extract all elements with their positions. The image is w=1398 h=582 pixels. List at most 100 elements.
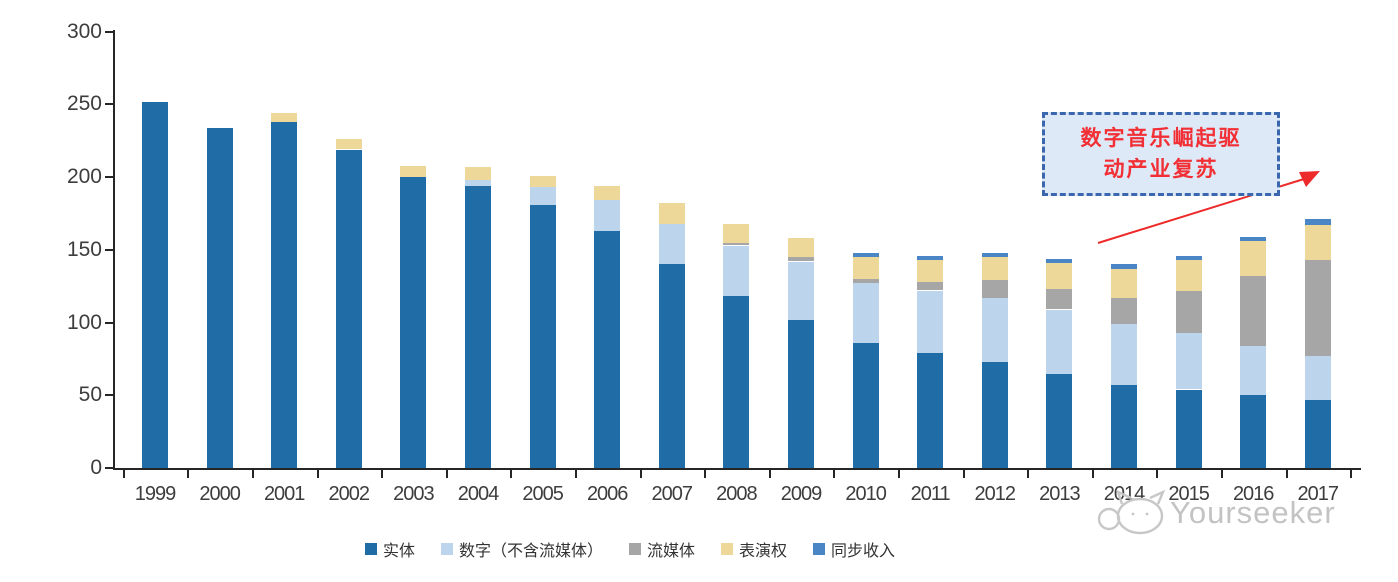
bar-segment — [335, 149, 362, 468]
x-axis-year-label: 2013 — [1039, 483, 1081, 505]
bar-segment — [1046, 309, 1073, 374]
bar-segment — [852, 252, 879, 258]
bar-segment — [658, 223, 685, 265]
y-axis-tick — [105, 103, 113, 106]
x-axis-year-label: 2009 — [780, 483, 823, 505]
bar-segment — [852, 283, 879, 343]
bar-segment — [1304, 260, 1331, 356]
annotation-box: 数字音乐崛起驱 动产业复苏 — [1042, 112, 1280, 196]
x-axis-tick — [445, 470, 448, 478]
legend-swatch-icon — [813, 543, 826, 555]
bar-segment — [594, 185, 621, 201]
bar-segment — [981, 252, 1008, 258]
annotation-text-line1: 数字音乐崛起驱 — [1080, 127, 1242, 150]
bar-segment — [723, 296, 750, 468]
legend-item: 同步收入 — [813, 537, 895, 561]
y-axis-tick — [105, 467, 113, 469]
legend-swatch-icon — [721, 543, 733, 555]
y-axis-tick-label: 300 — [66, 19, 102, 43]
x-axis-year-label: 2010 — [845, 483, 887, 505]
y-axis-tick-label: 200 — [66, 165, 102, 189]
x-axis-tick — [1285, 470, 1288, 478]
bar-segment — [723, 245, 750, 297]
bar-segment — [981, 280, 1008, 298]
bar-segment — [206, 127, 233, 468]
x-axis-year-label: 2016 — [1232, 483, 1275, 505]
x-axis-tick — [1027, 470, 1030, 478]
y-axis-line — [113, 30, 115, 470]
bar-segment — [529, 187, 556, 205]
bar-segment — [335, 139, 362, 150]
cat-logo-icon — [1097, 489, 1166, 535]
bar-segment — [1175, 255, 1202, 261]
x-axis-tick — [833, 470, 836, 478]
bar-segment — [1111, 324, 1137, 386]
bar-segment — [465, 180, 491, 186]
x-axis-year-label: 2006 — [586, 483, 629, 505]
x-axis-tick — [639, 470, 642, 478]
bar-segment — [917, 353, 944, 468]
legend-swatch-icon — [364, 543, 377, 555]
x-axis-year-label: 2001 — [263, 483, 306, 505]
x-axis-year-label: 2004 — [457, 483, 500, 505]
bar-segment — [594, 230, 621, 468]
bar-segment — [1240, 276, 1267, 346]
bar-segment — [788, 238, 814, 258]
x-axis-year-label: 2007 — [651, 483, 694, 505]
bar-segment — [981, 257, 1008, 281]
x-axis-tick — [1091, 470, 1094, 478]
x-axis-year-label: 2015 — [1168, 483, 1210, 505]
bar-segment — [917, 281, 944, 291]
x-axis-year-label: 2011 — [910, 483, 951, 505]
brand-name: Yourseeker — [1170, 495, 1336, 530]
bar-segment — [1111, 385, 1137, 468]
bar-segment — [788, 257, 814, 262]
bar-segment — [1111, 264, 1137, 269]
x-axis-tick — [1156, 470, 1159, 478]
x-axis-tick — [316, 470, 319, 478]
x-axis-tick — [381, 470, 384, 478]
bar-segment — [1175, 332, 1202, 390]
x-axis-year-label: 2003 — [393, 483, 435, 505]
bar-segment — [271, 121, 298, 468]
bar-segment — [465, 185, 491, 468]
x-axis-tick — [251, 470, 254, 478]
bar-segment — [1175, 260, 1202, 291]
y-axis-tick-label: 150 — [66, 237, 102, 261]
bar-segment — [852, 257, 879, 279]
legend-label: 表演权 — [739, 543, 788, 560]
legend-label: 同步收入 — [831, 543, 896, 560]
annotation-text-line2: 动产业复苏 — [1103, 158, 1219, 181]
y-axis-tick-label: 0 — [90, 456, 102, 479]
bar-segment — [788, 261, 814, 320]
y-axis-tick-label: 100 — [66, 310, 102, 334]
bar-segment — [1304, 399, 1331, 468]
x-axis-tick — [704, 470, 707, 478]
bar-segment — [1304, 225, 1331, 260]
bar-segment — [1111, 297, 1137, 324]
bar-segment — [1175, 290, 1202, 333]
bar-segment — [852, 278, 879, 284]
bar-segment — [981, 297, 1008, 362]
legend-label: 流媒体 — [646, 543, 695, 560]
watermark: Yourseeker — [1096, 488, 1336, 538]
legend: 实体 数字（不含流媒体） 流媒体 表演权 同步收入 — [0, 537, 1260, 561]
x-axis-tick — [897, 470, 900, 478]
x-axis-tick — [574, 470, 577, 478]
x-axis-year-label: 2000 — [199, 483, 241, 505]
bar-segment — [1240, 241, 1267, 276]
bar-segment — [1046, 262, 1073, 290]
bar-segment — [788, 319, 814, 468]
bar-segment — [142, 101, 168, 468]
bar-segment — [1175, 389, 1202, 468]
bar-segment — [723, 223, 750, 243]
bar-segment — [529, 204, 556, 468]
bar-segment — [594, 200, 621, 231]
legend-label: 数字（不含流媒体） — [458, 543, 603, 560]
y-axis-tick — [105, 321, 113, 324]
bar-segment — [1046, 373, 1073, 468]
bar-segment — [658, 203, 685, 224]
x-axis-tick — [510, 470, 513, 478]
bar-segment — [400, 177, 427, 468]
